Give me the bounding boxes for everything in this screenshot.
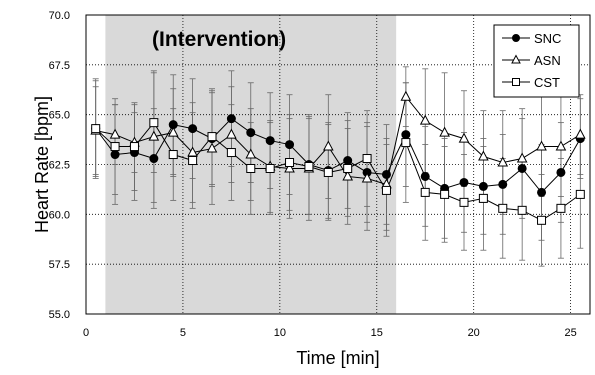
asn-point — [284, 162, 295, 173]
cst-point — [110, 142, 120, 152]
cst-point — [517, 205, 527, 215]
snc-point — [110, 150, 120, 160]
asn-point — [497, 156, 509, 167]
snc-point — [537, 187, 547, 197]
x-tick-label: 20 — [468, 327, 480, 339]
asn-point — [167, 126, 179, 137]
asn-point — [226, 128, 237, 139]
snc-point — [188, 124, 198, 134]
intervention-label: (Intervention) — [152, 28, 286, 51]
cst-point — [304, 161, 314, 171]
legend-label-cst: CST — [534, 75, 560, 90]
asn-point — [109, 128, 121, 139]
x-axis-label: Time [min] — [296, 348, 379, 368]
y-tick-label: 70.0 — [49, 10, 70, 22]
cst-point — [168, 150, 178, 160]
asn-point — [148, 130, 160, 141]
cst-point — [265, 163, 275, 173]
snc-point — [478, 181, 488, 191]
snc-point — [556, 167, 566, 177]
snc-point — [149, 154, 159, 164]
legend-marker-snc — [512, 34, 520, 42]
y-tick-label: 62.5 — [49, 160, 70, 172]
snc-point — [285, 140, 295, 150]
snc-point — [246, 128, 256, 138]
x-tick-label: 10 — [274, 327, 286, 339]
y-tick-label: 60.0 — [49, 209, 70, 221]
asn-point — [458, 132, 470, 143]
snc-point — [401, 130, 411, 140]
y-tick-label: 67.5 — [49, 60, 70, 72]
asn-point — [555, 140, 567, 151]
cst-point — [556, 203, 566, 213]
cst-point — [575, 189, 585, 199]
y-tick-label: 57.5 — [49, 259, 70, 271]
cst-point — [246, 163, 256, 173]
asn-point — [206, 142, 218, 153]
series-markers — [90, 90, 586, 225]
cst-point — [478, 193, 488, 203]
asn-point — [478, 150, 489, 161]
grid — [86, 15, 590, 314]
legend-label-snc: SNC — [534, 31, 561, 46]
asn-point — [439, 126, 450, 137]
snc-point — [226, 114, 236, 124]
cst-point — [285, 158, 295, 168]
cst-point — [537, 215, 547, 225]
asn-point — [245, 148, 257, 159]
x-tick-label: 25 — [564, 327, 576, 339]
asn-point — [536, 140, 547, 151]
snc-point — [265, 136, 275, 146]
asn-point — [419, 114, 431, 125]
y-tick-label: 65.0 — [49, 110, 70, 122]
x-tick-label: 0 — [83, 327, 89, 339]
legend-item-snc: SNC — [502, 31, 561, 46]
cst-point — [498, 203, 508, 213]
snc-point — [343, 156, 353, 166]
snc-point — [517, 163, 527, 173]
asn-point — [516, 152, 528, 163]
cst-point — [362, 154, 372, 164]
plot-frame — [85, 14, 591, 315]
y-axis-label: Heart Rate [bpm] — [32, 96, 52, 233]
y-tick-label: 55.0 — [49, 309, 70, 321]
cst-point — [91, 124, 101, 134]
x-tick-labels: 0 5 10 15 20 25 — [83, 327, 577, 339]
cst-point — [226, 148, 236, 158]
legend-box — [493, 24, 580, 98]
cst-point — [188, 156, 198, 166]
cst-point — [381, 185, 391, 195]
legend-marker-asn — [511, 54, 521, 64]
cst-point — [440, 189, 450, 199]
legend: SNC ASN CST — [493, 24, 580, 98]
cst-point — [129, 142, 139, 152]
cst-point — [149, 118, 159, 128]
cst-point — [207, 132, 217, 142]
legend-marker-cst — [512, 78, 520, 86]
cst-point — [343, 163, 353, 173]
snc-point — [498, 179, 508, 189]
cst-point — [401, 138, 411, 148]
legend-item-cst: CST — [502, 75, 560, 90]
y-tick-labels: 55.0 57.5 60.0 62.5 65.0 67.5 70.0 — [49, 10, 70, 321]
legend-label-asn: ASN — [534, 53, 561, 68]
x-tick-label: 5 — [180, 327, 186, 339]
snc-point — [420, 171, 430, 181]
snc-point — [381, 169, 391, 179]
snc-point — [459, 177, 469, 187]
cst-point — [459, 197, 469, 207]
asn-point — [400, 90, 412, 101]
asn-point — [342, 170, 354, 181]
asn-point — [574, 128, 586, 139]
legend-item-asn: ASN — [502, 53, 561, 68]
asn-point — [322, 140, 334, 151]
x-tick-label: 15 — [371, 327, 383, 339]
cst-point — [323, 167, 333, 177]
cst-point — [420, 187, 430, 197]
asn-point — [361, 172, 373, 183]
